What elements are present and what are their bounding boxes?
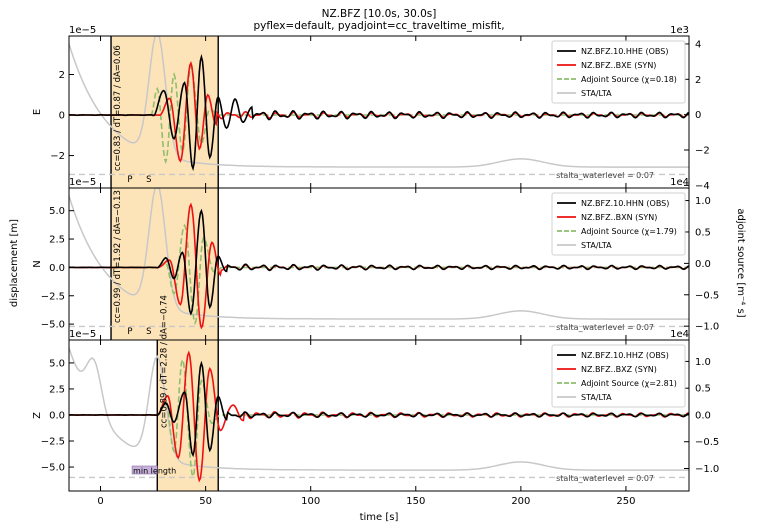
window-label: cc=0.89 / dT=2.28 / dA=−0.74 xyxy=(159,295,169,428)
y-right-tick-label: −1.0 xyxy=(695,322,719,333)
y-right-tick-label: 0.5 xyxy=(695,227,711,238)
legend-entry: NZ.BFZ..BXN (SYN) xyxy=(581,213,657,222)
y-right-tick-label: 0.5 xyxy=(695,384,711,395)
y-axis-label-right: adjoint source [m⁻⁴ s] xyxy=(735,208,746,317)
y-right-tick-label: 0 xyxy=(695,110,701,121)
y-left-multiplier: 1e−5 xyxy=(69,177,96,188)
x-tick-label: 150 xyxy=(406,496,425,507)
panel-z: min length cc=0.89 / dT=2.28 / dA=−0.74 −5… xyxy=(32,295,719,507)
y-left-tick-label: 0.0 xyxy=(49,410,65,421)
legend-box xyxy=(551,344,686,408)
min-length-bar xyxy=(131,465,158,475)
y-axis-label-left: displacement [m] xyxy=(9,219,20,307)
series-stalta-line xyxy=(69,188,689,320)
y-right-tick-label: −0.5 xyxy=(695,437,719,448)
y-left-tick-label: −2.5 xyxy=(41,291,65,302)
y-right-multiplier: 1e3 xyxy=(670,25,689,36)
figure-title: NZ.BFZ [10.0s, 30.0s] xyxy=(322,8,437,20)
component-label: E xyxy=(32,109,43,115)
y-right-tick-label: 0.0 xyxy=(695,259,711,270)
series-obs-line xyxy=(69,208,689,316)
y-right-tick-label: −2 xyxy=(695,146,710,157)
x-tick-label: 0 xyxy=(97,496,103,507)
phase-label: P xyxy=(127,327,132,337)
y-left-tick-label: 2 xyxy=(59,70,65,81)
y-right-multiplier: 1e4 xyxy=(670,177,689,188)
window-label: cc=0.83 / dT=0.87 / dA=0.06 xyxy=(113,45,123,171)
legend-entry: STA/LTA xyxy=(581,89,612,98)
y-left-tick-label: 5.0 xyxy=(49,358,65,369)
y-right-multiplier: 1e4 xyxy=(670,329,689,340)
x-tick-label: 200 xyxy=(511,496,530,507)
y-left-multiplier: 1e−5 xyxy=(69,329,96,340)
legend-box xyxy=(551,40,686,104)
x-tick-label: 250 xyxy=(616,496,635,507)
component-label: N xyxy=(32,260,43,267)
y-right-tick-label: 4 xyxy=(695,39,701,50)
legend-entry: NZ.BFZ.10.HHZ (OBS) xyxy=(581,351,669,360)
x-tick-label: 50 xyxy=(199,496,212,507)
y-left-tick-label: 0.0 xyxy=(49,263,65,274)
window-label: cc=0.99 / dT=1.92 / dA=−0.13 xyxy=(113,190,123,323)
legend-box xyxy=(551,192,686,256)
y-right-tick-label: −1.0 xyxy=(695,464,719,475)
legend-entry: Adjoint Source (χ=0.18) xyxy=(581,75,677,84)
phase-label: S xyxy=(146,327,151,337)
legend-entry: NZ.BFZ..BXE (SYN) xyxy=(581,61,656,70)
y-left-tick-label: −2 xyxy=(50,151,65,162)
y-left-tick-label: 2.5 xyxy=(49,235,65,246)
stalta-waterlevel-label: stalta_waterlevel = 0.07 xyxy=(556,171,654,180)
y-left-tick-label: −5.0 xyxy=(41,320,65,331)
panel-frame xyxy=(68,339,690,492)
min-length-label: min length xyxy=(133,467,176,476)
panel-n: P Scc=0.99 / dT=1.92 / dA=−0.13 −5.0 −2.5 0.… xyxy=(32,177,719,341)
series-obs-line xyxy=(69,360,689,458)
phase-label: S xyxy=(146,175,151,185)
legend-entry: STA/LTA xyxy=(581,393,612,402)
legend-entry: NZ.BFZ.10.HHE (OBS) xyxy=(581,47,668,56)
legend-entry: Adjoint Source (χ=1.79) xyxy=(581,227,677,236)
y-left-tick-label: 5.0 xyxy=(49,206,65,217)
legend-entry: NZ.BFZ..BXZ (SYN) xyxy=(581,365,657,374)
stalta-waterlevel-label: stalta_waterlevel = 0.07 xyxy=(556,474,654,483)
y-left-multiplier: 1e−5 xyxy=(69,25,96,36)
figure-subtitle: pyflex=default, pyadjoint=cc_traveltime_… xyxy=(253,20,504,32)
phase-label: P xyxy=(127,175,132,185)
y-left-tick-label: 2.5 xyxy=(49,384,65,395)
x-axis-label: time [s] xyxy=(360,512,399,523)
y-right-tick-label: 2 xyxy=(695,75,701,86)
y-right-tick-label: 1.0 xyxy=(695,196,711,207)
series-obs-line xyxy=(69,53,689,172)
panel-e: P Scc=0.83 / dT=0.87 / dA=0.06 −2 0 2 −4 −2 0 2 4… xyxy=(32,25,710,192)
legend-entry: NZ.BFZ.10.HHN (OBS) xyxy=(581,199,669,208)
y-right-tick-label: −4 xyxy=(695,181,710,192)
y-left-tick-label: −2.5 xyxy=(41,437,65,448)
legend-entry: STA/LTA xyxy=(581,241,612,250)
component-label: Z xyxy=(32,412,43,419)
y-right-tick-label: 0.0 xyxy=(695,410,711,421)
y-right-tick-label: 1.0 xyxy=(695,357,711,368)
y-left-tick-label: 0 xyxy=(59,111,65,122)
legend-entry: Adjoint Source (χ=2.81) xyxy=(581,379,677,388)
y-left-tick-label: −5.0 xyxy=(41,463,65,474)
stalta-waterlevel-label: stalta_waterlevel = 0.07 xyxy=(556,323,654,332)
x-tick-label: 100 xyxy=(301,496,320,507)
y-right-tick-label: −0.5 xyxy=(695,290,719,301)
